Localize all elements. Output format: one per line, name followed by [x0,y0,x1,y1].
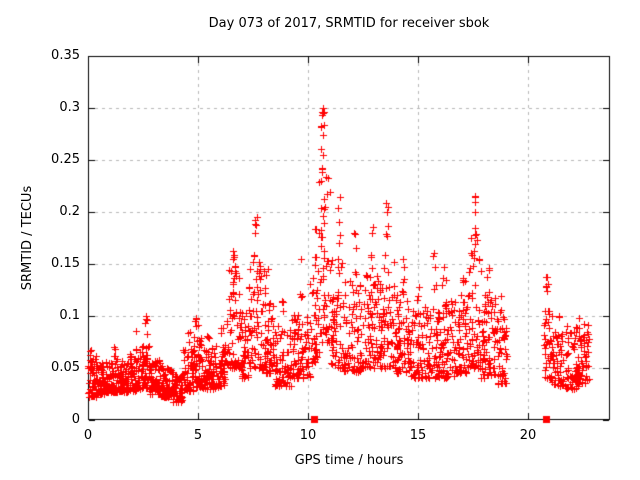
y-tick-label-035: 0.35 [51,48,80,63]
y-tick-label-0: 0 [71,412,80,427]
chart-title: Day 073 of 2017, SRMTID for receiver sbo… [208,16,490,31]
y-tick-label-015: 0.15 [51,256,80,271]
x-tick-label-0: 0 [83,428,93,443]
x-tick-label-15: 15 [409,428,427,443]
y-tick-label-005: 0.05 [51,360,80,375]
y-tick-label-02: 0.2 [59,204,80,219]
y-axis-label: SRMTID / TECUs [20,185,35,291]
x-tick-label-20: 20 [519,428,537,443]
y-tick-label-025: 0.25 [51,152,80,167]
x-axis-label: GPS time / hours [294,453,404,468]
y-tick-label-01: 0.1 [59,308,80,323]
y-tick-label-03: 0.3 [59,100,80,115]
x-tick-label-5: 5 [193,428,203,443]
x-tick-label-10: 10 [299,428,317,443]
